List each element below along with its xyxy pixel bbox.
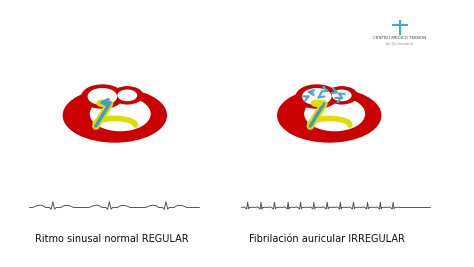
Ellipse shape xyxy=(64,89,166,142)
Circle shape xyxy=(118,90,137,100)
Circle shape xyxy=(327,87,357,104)
Text: Fibrilación auricular IRREGULAR: Fibrilación auricular IRREGULAR xyxy=(248,234,404,244)
Text: de Quironsalud: de Quironsalud xyxy=(386,42,413,46)
Text: CENTRO MÉDICO TEKNON: CENTRO MÉDICO TEKNON xyxy=(373,36,426,40)
Ellipse shape xyxy=(278,89,381,142)
Circle shape xyxy=(332,90,351,100)
Circle shape xyxy=(82,85,123,108)
Ellipse shape xyxy=(91,97,150,131)
Circle shape xyxy=(303,89,331,104)
Circle shape xyxy=(97,100,108,106)
Circle shape xyxy=(311,100,322,106)
Circle shape xyxy=(112,87,143,104)
Text: Ritmo sinusal normal REGULAR: Ritmo sinusal normal REGULAR xyxy=(36,234,189,244)
Circle shape xyxy=(296,85,337,108)
Circle shape xyxy=(88,89,117,104)
Ellipse shape xyxy=(305,97,365,131)
